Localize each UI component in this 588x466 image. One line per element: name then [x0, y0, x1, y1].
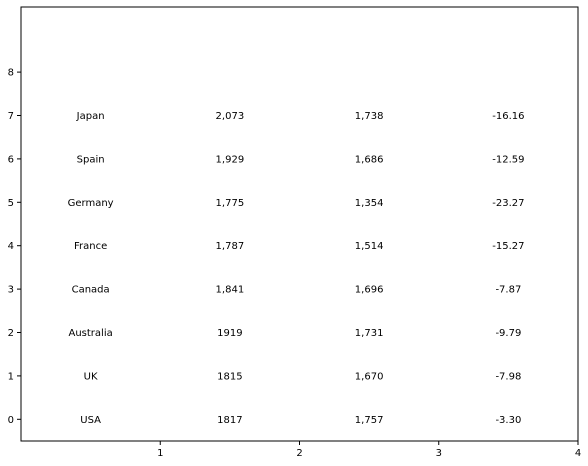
plot-frame [20, 6, 579, 442]
table-cell: 2,073 [216, 111, 245, 122]
x-tick-label: 3 [436, 448, 442, 459]
table-cell: France [74, 241, 107, 252]
table-cell: 1,514 [355, 241, 384, 252]
axis-ticks: 1 2 3 4 0 1 2 3 4 5 6 7 8 [8, 68, 582, 459]
table-cell: -23.27 [492, 198, 524, 209]
y-tick-label: 2 [8, 328, 14, 339]
table-cell: 1,696 [355, 285, 384, 296]
table-cell: -7.98 [495, 371, 521, 382]
table-cell: -7.87 [495, 285, 521, 296]
table-cells: USA 1817 1,757 -3.30 UK 1815 1,670 -7.98 Austral… [68, 111, 525, 426]
y-tick-label: 7 [8, 111, 14, 122]
x-tick-label: 4 [575, 448, 581, 459]
table-cell: 1,686 [355, 154, 384, 165]
table-cell: UK [84, 371, 98, 382]
table-cell: Japan [76, 111, 105, 122]
table-cell: USA [80, 415, 101, 426]
y-tick-label: 0 [8, 415, 14, 426]
table-cell: 1,787 [216, 241, 245, 252]
table-cell: -16.16 [492, 111, 524, 122]
table-cell: 1,731 [355, 328, 384, 339]
y-tick-label: 6 [8, 154, 14, 165]
table-cell: 1919 [217, 328, 242, 339]
table-cell: -9.79 [495, 328, 521, 339]
table-cell: Canada [72, 285, 110, 296]
table-cell: 1,841 [216, 285, 245, 296]
x-tick-label: 2 [296, 448, 302, 459]
y-tick-label: 5 [8, 198, 14, 209]
table-cell: Germany [68, 198, 114, 209]
y-tick-label: 4 [8, 241, 14, 252]
table-cell: 1,670 [355, 371, 384, 382]
table-cell: -3.30 [495, 415, 521, 426]
table-cell: 1,757 [355, 415, 384, 426]
table-cell: 1,775 [216, 198, 245, 209]
table-cell: -12.59 [492, 154, 524, 165]
table-cell: Spain [77, 154, 105, 165]
table-cell: 1,354 [355, 198, 384, 209]
y-tick-label: 1 [8, 371, 14, 382]
table-cell: 1815 [217, 371, 242, 382]
y-tick-label: 8 [8, 68, 14, 79]
x-tick-label: 1 [157, 448, 163, 459]
table-cell: -15.27 [492, 241, 524, 252]
table-cell: 1,738 [355, 111, 384, 122]
y-tick-label: 3 [8, 285, 14, 296]
table-cell: 1,929 [216, 154, 245, 165]
table-cell: 1817 [217, 415, 242, 426]
table-cell: Australia [69, 328, 113, 339]
